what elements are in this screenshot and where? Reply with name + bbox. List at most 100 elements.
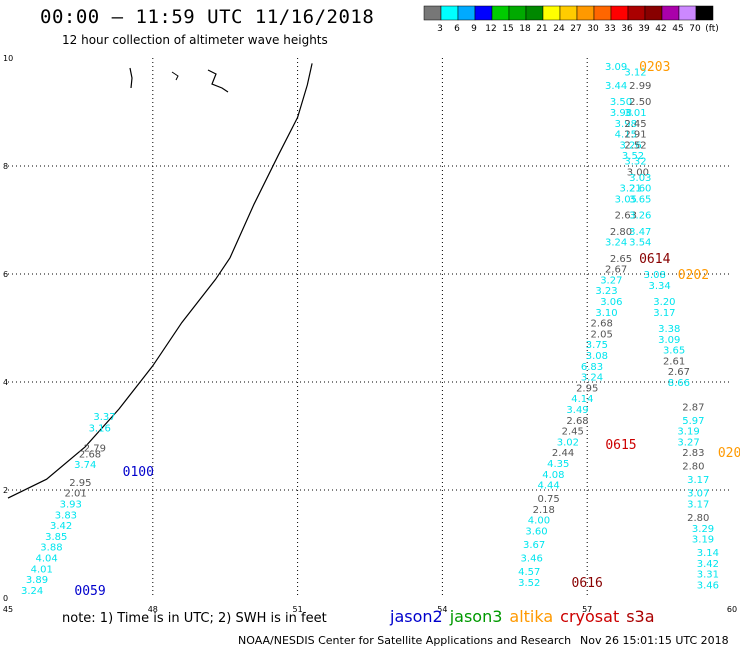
wave-height-value: 3.00 <box>627 167 649 178</box>
wave-height-value: 3.29 <box>692 524 714 535</box>
wave-height-value: 2.63 <box>615 211 637 222</box>
wave-height-value: 2.80 <box>687 513 709 524</box>
colorbar-label: 15 <box>502 24 513 34</box>
wave-height-value: 3.52 <box>518 578 540 589</box>
wave-height-value: 2.68 <box>566 416 588 427</box>
wave-height-value: 4.44 <box>537 481 559 492</box>
wave-height-value: 3.46 <box>521 554 543 565</box>
colorbar-swatch <box>576 5 595 21</box>
x-tick-label: 45 <box>3 605 13 614</box>
wave-height-value: 3.46 <box>697 581 719 592</box>
y-tick-label: 8 <box>3 162 8 171</box>
island <box>171 71 179 81</box>
y-tick-label: 2 <box>3 486 8 495</box>
colorbar-swatch <box>423 5 442 21</box>
wave-height-value: 3.24 <box>581 373 603 384</box>
colorbar-swatch <box>559 5 578 21</box>
colorbar-swatch <box>474 5 493 21</box>
wave-height-value: 3.44 <box>605 81 627 92</box>
x-tick-label: 57 <box>582 605 592 614</box>
colorbar-label: 9 <box>471 24 477 34</box>
colorbar-swatch <box>457 5 476 21</box>
wave-height-value: 2.45 <box>624 119 646 130</box>
wave-height-value: 3.42 <box>697 559 719 570</box>
colorbar-swatch <box>695 5 714 21</box>
wave-height-value: 3.17 <box>687 475 709 486</box>
colorbar-label: 12 <box>485 24 496 34</box>
pass-time-label: 0614 <box>639 252 670 267</box>
y-tick-label: 4 <box>3 378 8 387</box>
wave-height-value: 2.65 <box>610 254 632 265</box>
wave-height-value: 0.75 <box>537 494 559 505</box>
island <box>207 69 229 93</box>
colorbar-label: 24 <box>553 24 565 34</box>
wave-height-value: 2.95 <box>576 383 598 394</box>
wave-height-value: 2.95 <box>69 478 91 489</box>
wave-height-value: 3.98 <box>610 108 632 119</box>
wave-height-value: 3.17 <box>687 500 709 511</box>
wave-height-value: 3.85 <box>45 532 67 543</box>
wave-height-value: 3.24 <box>605 238 627 249</box>
wave-height-value: 2.67 <box>605 265 627 276</box>
colorbar-swatch <box>542 5 561 21</box>
wave-height-value: 3.75 <box>586 340 608 351</box>
colorbar-swatch <box>627 5 646 21</box>
wave-height-value: 3.98 <box>615 119 637 130</box>
colorbar-label: 70 <box>689 24 701 34</box>
wave-height-value: 4.00 <box>528 516 550 527</box>
wave-height-value: 3.88 <box>40 543 62 554</box>
colorbar-label: 30 <box>587 24 599 34</box>
wave-height-value: 3.08 <box>644 270 666 281</box>
wave-height-value: 3.06 <box>600 297 622 308</box>
colorbar-swatch <box>661 5 680 21</box>
pass-time-label: 0202 <box>678 268 709 283</box>
wave-height-value: 2.67 <box>668 367 690 378</box>
colorbar-swatch <box>644 5 663 21</box>
wave-height-value: 2.60 <box>629 184 651 195</box>
wave-height-value: 3.20 <box>653 297 675 308</box>
legend-entry: cryosat <box>560 607 620 626</box>
colorbar-swatch <box>610 5 629 21</box>
wave-height-value: 3.09 <box>605 62 627 73</box>
wave-height-value: 2.87 <box>682 402 704 413</box>
wave-height-value: 2.91 <box>624 130 646 141</box>
colorbar-swatch <box>491 5 510 21</box>
wave-height-value: 2.05 <box>591 329 613 340</box>
wave-height-value: 3.32 <box>624 157 646 168</box>
wave-height-value: 4.08 <box>542 470 564 481</box>
wave-height-value: 3.21 <box>620 184 642 195</box>
colorbar-swatch <box>525 5 544 21</box>
wave-height-value: 2.83 <box>682 448 704 459</box>
pass-time-label: 0616 <box>572 576 603 591</box>
wave-height-value: 3.08 <box>586 351 608 362</box>
wave-height-value: 2.50 <box>629 97 651 108</box>
colorbar-label: 33 <box>604 24 615 34</box>
wave-height-value: 3.60 <box>525 527 547 538</box>
wave-height-value: 3.49 <box>566 405 588 416</box>
wave-height-value: 8.66 <box>668 378 690 389</box>
wave-height-value: 3.83 <box>55 510 77 521</box>
wave-height-value: 3.02 <box>557 437 579 448</box>
wave-height-value: 3.65 <box>629 194 651 205</box>
y-tick-label: 10 <box>3 54 13 63</box>
wave-height-value: 3.31 <box>697 570 719 581</box>
wave-height-value: 6.83 <box>581 362 603 373</box>
colorbar-label: 21 <box>536 24 547 34</box>
wave-height-value: 3.26 <box>629 211 651 222</box>
wave-height-value: 3.19 <box>677 427 699 438</box>
wave-height-value: 3.42 <box>50 521 72 532</box>
colorbar-label: 39 <box>638 24 650 34</box>
pass-time-label: 0059 <box>74 584 105 599</box>
y-tick-label: 6 <box>3 270 8 279</box>
wave-height-value: 3.89 <box>26 575 48 586</box>
wave-height-value: 2.80 <box>610 227 632 238</box>
wave-height-value: 3.54 <box>629 238 651 249</box>
wave-height-value: 3.65 <box>663 346 685 357</box>
wave-height-value: 3.12 <box>624 68 646 79</box>
wave-height-value: 3.93 <box>60 500 82 511</box>
wave-height-value: 3.10 <box>595 308 617 319</box>
colorbar-label: 18 <box>519 24 531 34</box>
y-tick-label: 0 <box>3 594 8 603</box>
wave-height-value: 3.01 <box>624 108 646 119</box>
satellite-legend: jason2 jason3 altika cryosat s3a <box>390 607 662 626</box>
